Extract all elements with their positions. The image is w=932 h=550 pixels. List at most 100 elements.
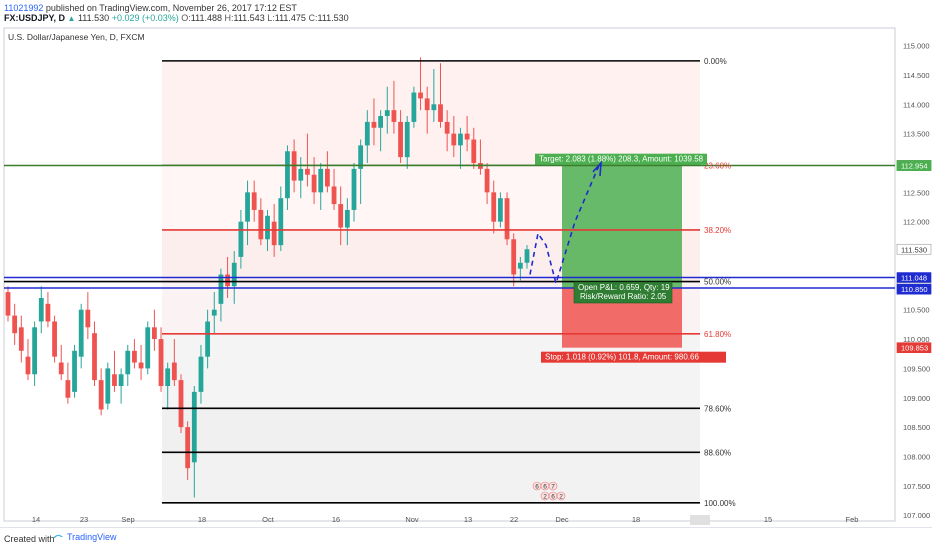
fib-level-label: 88.60%	[704, 448, 731, 457]
candle-body	[138, 362, 144, 369]
created-with-text: Created with	[4, 534, 55, 544]
candle-body	[265, 215, 270, 240]
open-value: 111.488	[190, 13, 222, 23]
candle-body	[171, 362, 177, 381]
event-marker-icon[interactable]	[548, 481, 558, 491]
axis-price-badge	[896, 160, 932, 171]
axis-price-badge	[896, 243, 932, 255]
candle-body	[52, 321, 57, 357]
candle-body	[245, 192, 250, 222]
event-marker-icon[interactable]	[556, 491, 566, 501]
axis-price-label: 112.954	[901, 162, 928, 171]
price-chart[interactable]: 0.00% 23.60% 38.20% 50.00% 61.80% 78.60% 88.60…	[0, 24, 932, 528]
x-tick-label: Dec	[555, 515, 569, 524]
candle-body	[298, 168, 304, 181]
y-tick-label: 107.000	[903, 511, 930, 520]
candle-body	[211, 309, 217, 316]
candle-body	[158, 339, 164, 387]
fib-zone	[162, 408, 700, 453]
candle-body	[231, 262, 237, 287]
x-tick-label: 14	[32, 515, 40, 524]
y-tick-label: 108.500	[903, 423, 930, 432]
symbol-label[interactable]: FX:USDJPY, D	[4, 13, 66, 23]
candle-body	[78, 309, 84, 357]
fib-level-label: 23.60%	[704, 161, 731, 170]
x-tick-label: 18	[198, 515, 206, 524]
candle-body	[484, 168, 490, 193]
y-tick-label: 108.000	[903, 452, 930, 461]
candle-body	[371, 121, 377, 128]
x-tick-label: 15	[764, 515, 772, 524]
candle-body	[311, 174, 317, 193]
candle-body	[198, 356, 204, 392]
risk-reward-label: Risk/Reward Ratio: 2.05	[580, 292, 667, 301]
candle-body	[497, 198, 503, 222]
candle-body	[165, 368, 171, 387]
candle-body	[278, 198, 284, 246]
candle-body	[45, 303, 51, 322]
candle-body	[25, 356, 31, 375]
x-tick-label: 22	[510, 515, 518, 524]
axis-price-label: 109.853	[901, 344, 928, 353]
candle-body	[504, 198, 510, 240]
candle-body	[458, 133, 463, 146]
low-label: L:	[267, 13, 275, 23]
candle-body	[58, 362, 64, 375]
low-value: 111.475	[274, 13, 306, 23]
candle-body	[12, 315, 18, 334]
candle-body	[38, 297, 44, 322]
candle-body	[132, 350, 137, 363]
candle-body	[32, 327, 38, 375]
high-value: 111.543	[233, 13, 265, 23]
candle-body	[258, 209, 264, 240]
candle-body	[178, 380, 184, 428]
fib-level-label: 38.20%	[704, 226, 731, 235]
candle-body	[218, 274, 224, 304]
candle-body	[511, 239, 517, 275]
change-value: +0.029 (+0.03%)	[111, 13, 179, 23]
candle-body	[72, 350, 77, 392]
y-tick-label: 109.500	[903, 364, 930, 373]
candle-body	[517, 262, 523, 269]
x-tick-label: Feb	[846, 515, 859, 524]
candle-body	[418, 92, 423, 99]
footer: Created with TradingView	[0, 527, 932, 550]
candle-body	[318, 168, 324, 193]
candle-body	[285, 151, 290, 199]
publish-info: 11021992 published on TradingView.com, N…	[4, 3, 297, 13]
candle-body	[185, 427, 191, 469]
axis-price-label: 111.048	[901, 274, 927, 283]
candle-body	[424, 98, 430, 111]
fib-level-label: 78.60%	[704, 404, 731, 413]
tradingview-brand[interactable]: TradingView	[52, 531, 117, 543]
y-tick-label: 112.500	[903, 188, 930, 197]
candle-body	[391, 110, 397, 122]
y-tick-label: 110.000	[903, 335, 930, 344]
publisher-id[interactable]: 11021992	[4, 3, 44, 13]
fib-zone	[162, 452, 700, 503]
event-marker-label: 6	[551, 494, 555, 501]
candle-body	[271, 221, 277, 246]
candle-body	[431, 104, 437, 111]
target-zone[interactable]	[562, 165, 682, 288]
x-tick-label: 13	[464, 515, 472, 524]
candle-body	[205, 321, 211, 357]
candle-body	[145, 327, 151, 369]
y-tick-label: 107.500	[903, 482, 930, 491]
tradingview-name: TradingView	[67, 532, 117, 542]
x-tick-label: 23	[80, 515, 88, 524]
projection-path[interactable]	[529, 162, 601, 287]
candle-body	[471, 139, 477, 163]
pnl-box	[573, 281, 673, 304]
candle-body	[524, 249, 530, 263]
candle-body	[105, 368, 111, 404]
fib-level-label: 61.80%	[704, 330, 731, 339]
candle-body	[238, 221, 244, 257]
candle-body	[364, 121, 370, 146]
event-marker-label: 2	[543, 494, 547, 501]
candle-body	[85, 309, 91, 328]
candle-body	[384, 110, 390, 117]
x-tick-label: Sep	[121, 515, 134, 524]
chart-title: U.S. Dollar/Japanese Yen, D, FXCM	[8, 32, 145, 42]
candle-body	[112, 374, 117, 387]
